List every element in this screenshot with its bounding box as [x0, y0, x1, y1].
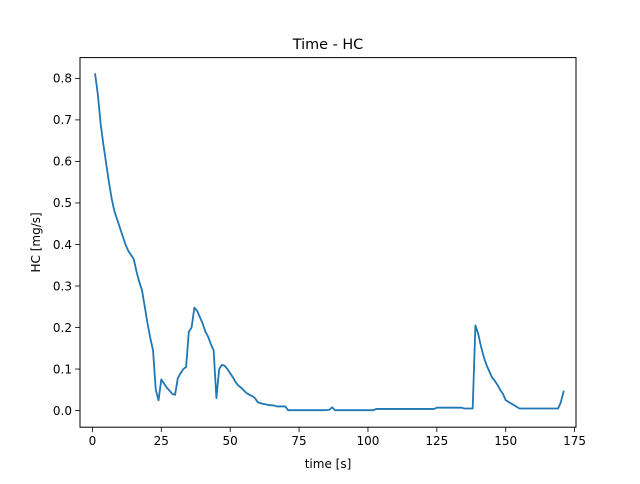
y-tick-label: 0.0: [53, 404, 72, 418]
y-tick-label: 0.3: [53, 279, 72, 293]
x-tick-label: 125: [425, 434, 448, 448]
y-tick-label: 0.1: [53, 362, 72, 376]
x-tick-label: 100: [357, 434, 380, 448]
hc-series-line: [94, 73, 565, 412]
y-tick-label: 0.5: [53, 196, 72, 210]
y-tick-label: 0.6: [53, 155, 72, 169]
y-tick-label: 0.8: [53, 72, 72, 86]
y-axis-label: HC [mg/s]: [29, 212, 43, 272]
x-tick-label: 75: [291, 434, 306, 448]
series-layer: [94, 73, 565, 412]
x-tick-label: 150: [494, 434, 517, 448]
y-tick-label: 0.4: [53, 238, 72, 252]
x-tick-label: 25: [154, 434, 169, 448]
x-tick-label: 0: [89, 434, 97, 448]
y-tick-label: 0.2: [53, 321, 72, 335]
x-axis-label: time [s]: [305, 457, 352, 471]
chart-title: Time - HC: [292, 37, 363, 53]
x-tick-label: 50: [223, 434, 238, 448]
y-tick-label: 0.7: [53, 113, 72, 127]
plot-area-frame: [79, 57, 577, 428]
x-tick-label: 175: [563, 434, 586, 448]
tick-layer: 0 25 50 75 100 125 150 175 0.0 0.1 0.2 0.3 0.4 0.5 0.6…: [53, 72, 586, 449]
